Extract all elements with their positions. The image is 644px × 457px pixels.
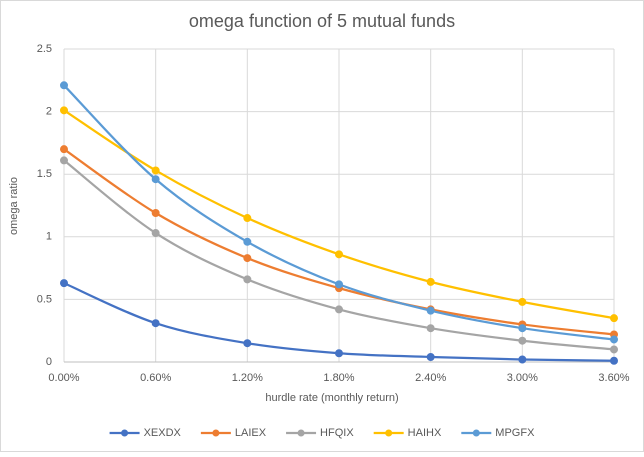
x-tick-label: 0.60% bbox=[140, 372, 171, 384]
y-tick-label: 0.5 bbox=[37, 293, 52, 305]
y-tick-label: 2 bbox=[46, 106, 52, 118]
data-point bbox=[151, 166, 160, 175]
data-point bbox=[518, 355, 527, 364]
y-tick-label: 1.5 bbox=[37, 168, 52, 180]
legend-label: HFQIX bbox=[320, 427, 354, 439]
data-point bbox=[518, 324, 527, 333]
legend-label: LAIEX bbox=[235, 427, 267, 439]
x-tick-label: 1.20% bbox=[232, 372, 263, 384]
data-point bbox=[60, 279, 68, 288]
data-point bbox=[518, 297, 527, 306]
x-tick-label: 1.80% bbox=[323, 372, 354, 384]
data-point bbox=[426, 277, 435, 286]
x-tick-label: 3.00% bbox=[507, 372, 538, 384]
data-point bbox=[60, 106, 68, 115]
data-point bbox=[243, 339, 252, 348]
x-tick-label: 2.40% bbox=[415, 372, 446, 384]
data-point bbox=[426, 352, 435, 361]
legend-marker bbox=[297, 429, 305, 437]
data-point bbox=[335, 250, 343, 259]
data-point bbox=[151, 209, 160, 218]
data-point bbox=[518, 336, 527, 345]
data-point bbox=[60, 145, 68, 154]
chart-title: omega function of 5 mutual funds bbox=[189, 11, 455, 31]
data-point bbox=[610, 345, 618, 354]
legend-marker bbox=[121, 429, 129, 437]
legend-label: XEXDX bbox=[144, 427, 182, 439]
data-point bbox=[151, 175, 160, 184]
data-point bbox=[426, 306, 435, 315]
legend-label: MPGFX bbox=[495, 427, 535, 439]
legend-item: HFQIX bbox=[286, 427, 354, 439]
data-point bbox=[60, 156, 68, 165]
data-point bbox=[60, 81, 68, 90]
legend-label: HAIHX bbox=[408, 427, 442, 439]
data-point bbox=[151, 229, 160, 238]
legend-item: MPGFX bbox=[461, 427, 535, 439]
data-point bbox=[243, 275, 252, 284]
legend-marker bbox=[385, 429, 393, 437]
x-axis-label: hurdle rate (monthly return) bbox=[265, 392, 398, 404]
legend-item: XEXDX bbox=[109, 427, 182, 439]
data-point bbox=[610, 335, 618, 344]
x-tick-label: 0.00% bbox=[48, 372, 79, 384]
data-point bbox=[335, 305, 343, 314]
y-tick-label: 0 bbox=[46, 356, 52, 368]
data-point bbox=[610, 356, 618, 365]
data-point bbox=[335, 349, 343, 358]
data-point bbox=[243, 254, 252, 263]
legend-item: LAIEX bbox=[200, 427, 267, 439]
legend-marker bbox=[212, 429, 220, 437]
data-point bbox=[610, 314, 618, 323]
y-axis-label: omega ratio bbox=[8, 177, 20, 235]
x-tick-label: 3.60% bbox=[598, 372, 629, 384]
y-tick-label: 1 bbox=[46, 231, 52, 243]
data-point bbox=[151, 319, 160, 328]
legend-item: HAIHX bbox=[373, 427, 442, 439]
data-point bbox=[426, 324, 435, 333]
data-point bbox=[243, 214, 252, 223]
data-point bbox=[243, 237, 252, 246]
data-point bbox=[335, 280, 343, 289]
y-tick-label: 2.5 bbox=[37, 43, 52, 55]
legend-marker bbox=[472, 429, 480, 437]
